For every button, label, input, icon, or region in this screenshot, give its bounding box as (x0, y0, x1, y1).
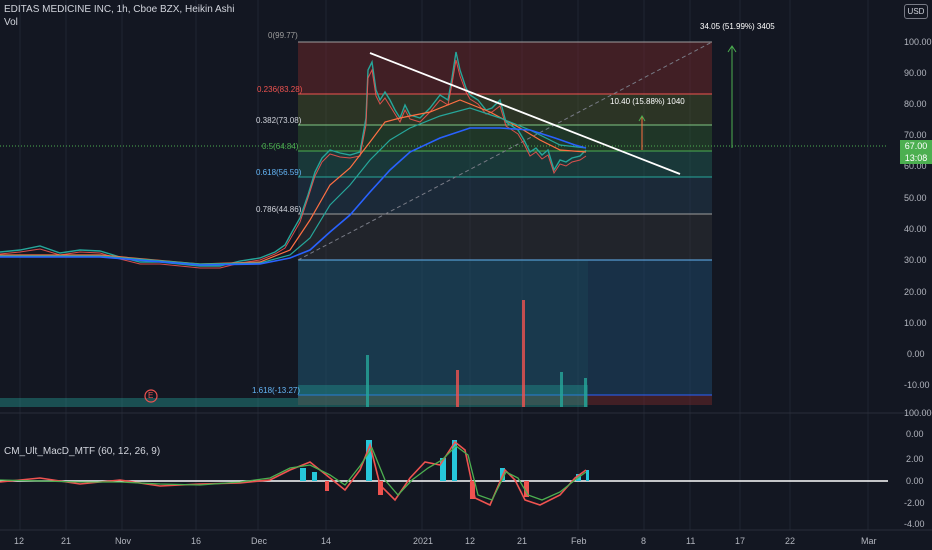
macd-tick: 2.00 (906, 454, 924, 464)
fib-label-0618: 0.618(56.59) (256, 168, 302, 177)
descending-trendline[interactable] (369, 52, 681, 175)
fib-label-05: 0.5(64.84) (262, 142, 299, 151)
price-tick: 100.00 (904, 37, 932, 47)
fib-label-0786: 0.786(44.86) (256, 205, 302, 214)
time-tick: 11 (686, 536, 696, 546)
fib-label-0382: 0.382(73.08) (256, 116, 302, 125)
time-tick: 2021 (413, 536, 434, 546)
fib-zone-0786-1 (298, 214, 712, 260)
time-tick: 8 (641, 536, 647, 546)
earnings-marker-icon[interactable] (144, 389, 158, 403)
time-tick: 21 (517, 536, 528, 546)
time-tick: Mar (861, 536, 877, 546)
price-tick: 90.00 (904, 68, 927, 78)
volume-label[interactable]: Vol (4, 17, 18, 28)
volume-bars (0, 260, 588, 407)
macd-histogram (300, 440, 589, 499)
moving-averages (0, 99, 587, 266)
price-tick: 50.00 (904, 193, 927, 203)
price-tick: 40.00 (904, 224, 927, 234)
fib-label-0: 0(99.77) (268, 31, 298, 40)
price-tick: 30.00 (904, 255, 927, 265)
time-tick: Nov (115, 536, 132, 546)
last-price-badge: 67.00 (900, 140, 932, 152)
fib-label-0236: 0.236(83.28) (257, 85, 303, 94)
measure-arrow-big[interactable] (727, 45, 737, 148)
time-tick: 22 (785, 536, 796, 546)
volume-tick: 100.00 (904, 408, 932, 418)
time-tick: Feb (571, 536, 587, 546)
measure-label-small: 10.40 (15.88%) 1040 (610, 97, 685, 106)
time-tick: 21 (61, 536, 72, 546)
currency-button[interactable]: USD (904, 4, 928, 19)
fib-label-1618: 1.618(-13.27) (252, 386, 301, 395)
price-tick: 10.00 (904, 318, 927, 328)
time-tick: 12 (14, 536, 25, 546)
fib-zone-below (298, 395, 712, 405)
price-tick: 80.00 (904, 99, 927, 109)
macd-label[interactable]: CM_Ult_MacD_MTF (60, 12, 26, 9) (4, 446, 161, 457)
earnings-marker-label: E (148, 391, 154, 400)
macd-tick: 0.00 (906, 429, 924, 439)
price-tick: 70.00 (904, 130, 927, 140)
time-tick: 14 (321, 536, 332, 546)
price-tick: -10.00 (904, 380, 930, 390)
price-tick: 60.00 (904, 161, 927, 171)
measure-label-big: 34.05 (51.99%) 3405 (700, 22, 775, 31)
measure-arrow-small[interactable] (638, 115, 646, 150)
time-tick: 12 (465, 536, 476, 546)
macd-tick: 0.00 (906, 476, 924, 486)
macd-indicator (0, 440, 888, 507)
macd-tick: -2.00 (904, 498, 925, 508)
macd-tick: -4.00 (904, 519, 925, 529)
symbol-title[interactable]: EDITAS MEDICINE INC, 1h, Cboe BZX, Heiki… (4, 4, 235, 15)
fib-zone-0-0236 (298, 42, 712, 94)
fib-trend-line[interactable] (297, 41, 713, 261)
price-tick: 20.00 (904, 287, 927, 297)
price-candles (0, 51, 587, 269)
fib-zone-0618-0786 (298, 177, 712, 214)
price-tick: 0.00 (907, 349, 925, 359)
time-tick: Dec (251, 536, 268, 546)
time-tick: 16 (191, 536, 202, 546)
countdown-badge: 13:08 (900, 152, 932, 164)
time-tick: 17 (735, 536, 746, 546)
